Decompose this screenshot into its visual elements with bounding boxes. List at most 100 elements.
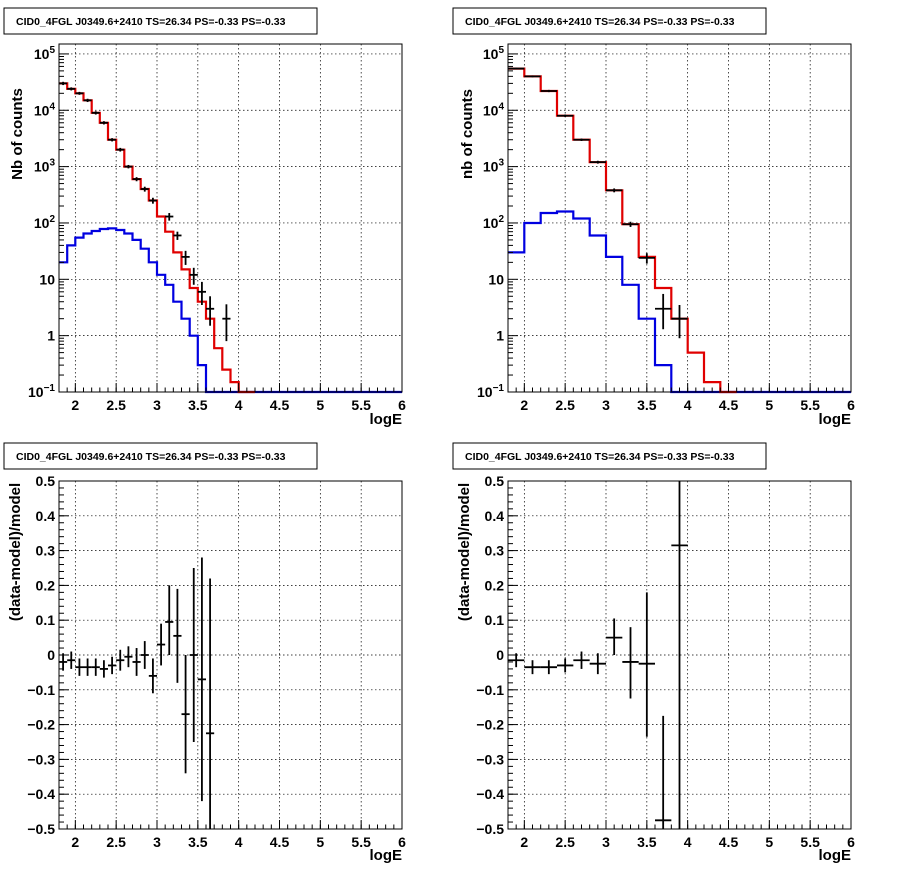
chart-title: CID0_4FGL J0349.6+2410 TS=26.34 PS=-0.33… xyxy=(465,451,735,463)
y-tick-label: −0.5 xyxy=(476,821,504,837)
title-box xyxy=(3,7,318,35)
x-tick-label: 2.5 xyxy=(555,834,575,850)
y-tick-label: 0.5 xyxy=(36,473,56,489)
data-point xyxy=(540,89,557,93)
x-axis-label: logE xyxy=(370,847,403,864)
data-point xyxy=(157,623,166,666)
data-point xyxy=(197,557,206,802)
data-point xyxy=(173,231,182,240)
x-tick-label: 4 xyxy=(235,834,243,850)
y-tick-label: 10 xyxy=(488,271,504,287)
x-tick-label: 3 xyxy=(602,834,610,850)
x-tick-label: 2 xyxy=(520,397,528,413)
x-tick-label: 3 xyxy=(153,397,161,413)
y-tick-label: 104 xyxy=(483,101,505,118)
x-tick-label: 5 xyxy=(316,834,324,850)
data-point xyxy=(638,592,655,737)
model-source-histogram xyxy=(59,227,402,394)
x-tick-label: 3 xyxy=(153,834,161,850)
data-point xyxy=(622,221,639,227)
data-point xyxy=(557,658,574,673)
x-tick-label: 3.5 xyxy=(637,397,657,413)
title-box xyxy=(3,442,318,470)
title-box xyxy=(452,442,767,470)
x-tick-label: 2 xyxy=(71,397,79,413)
y-tick-label: 0.2 xyxy=(485,577,505,593)
data-point xyxy=(67,651,76,669)
x-tick-label: 5 xyxy=(316,397,324,413)
data-point xyxy=(132,177,141,182)
data-point xyxy=(189,568,198,742)
data-point xyxy=(655,715,672,829)
y-tick-label: 0.2 xyxy=(36,577,56,593)
y-tick-label: −0.1 xyxy=(476,682,504,698)
panel-residuals-left: CID0_4FGL J0349.6+2410 TS=26.34 PS=-0.33… xyxy=(3,442,406,864)
y-axis-label: (data-model)/model xyxy=(7,483,24,621)
y-tick-label: 0.3 xyxy=(485,543,505,559)
y-tick-label: 10−1 xyxy=(477,383,504,400)
y-tick-label: 0.1 xyxy=(36,612,56,628)
y-tick-label: −0.4 xyxy=(476,786,504,802)
y-tick-label: 0.5 xyxy=(485,473,505,489)
data-point xyxy=(181,655,190,774)
x-tick-label: 4 xyxy=(235,397,243,413)
model-total-histogram xyxy=(59,82,255,394)
y-tick-label: 105 xyxy=(483,45,505,62)
x-tick-label: 5 xyxy=(765,397,773,413)
x-tick-label: 2.5 xyxy=(106,834,126,850)
y-tick-label: 0 xyxy=(47,647,55,663)
data-point xyxy=(91,111,100,115)
data-point xyxy=(606,618,623,655)
data-point xyxy=(99,121,108,125)
x-tick-label: 4.5 xyxy=(719,834,739,850)
data-point xyxy=(124,164,133,169)
title-box xyxy=(452,7,767,35)
chart-title: CID0_4FGL J0349.6+2410 TS=26.34 PS=-0.33… xyxy=(16,451,286,463)
plot-frame xyxy=(58,43,403,393)
data-point xyxy=(622,627,639,699)
data-point xyxy=(99,660,108,678)
chart-title: CID0_4FGL J0349.6+2410 TS=26.34 PS=-0.33… xyxy=(16,16,286,28)
x-tick-label: 4.5 xyxy=(270,397,290,413)
x-tick-label: 3 xyxy=(602,397,610,413)
y-tick-label: −0.5 xyxy=(27,821,55,837)
y-tick-label: 102 xyxy=(34,214,56,231)
data-point xyxy=(83,98,92,103)
y-tick-label: 104 xyxy=(34,101,56,118)
y-tick-label: 0.4 xyxy=(36,508,56,524)
data-point xyxy=(573,138,590,141)
x-tick-label: 6 xyxy=(847,397,855,413)
x-axis-label: logE xyxy=(819,411,852,428)
data-point xyxy=(67,87,76,91)
y-axis-label: (data-model)/model xyxy=(456,483,473,621)
x-tick-label: 4 xyxy=(684,834,692,850)
y-tick-label: 102 xyxy=(483,214,505,231)
data-point xyxy=(540,660,557,675)
data-point xyxy=(222,304,231,342)
data-point xyxy=(524,75,541,78)
data-point xyxy=(148,197,157,204)
data-point xyxy=(638,253,655,264)
data-point xyxy=(524,660,541,675)
data-point xyxy=(140,641,149,669)
model-total-histogram xyxy=(508,67,737,394)
x-tick-label: 5.5 xyxy=(800,397,820,413)
x-tick-label: 2 xyxy=(71,834,79,850)
data-point xyxy=(116,147,125,152)
data-point xyxy=(91,658,100,676)
data-point xyxy=(589,160,606,164)
data-point xyxy=(116,649,125,671)
data-point xyxy=(108,138,117,142)
x-tick-label: 6 xyxy=(847,834,855,850)
y-tick-label: 1 xyxy=(496,328,504,344)
x-tick-label: 6 xyxy=(398,397,406,413)
y-tick-label: 0.3 xyxy=(36,543,56,559)
data-point xyxy=(165,585,174,655)
x-tick-label: 5.5 xyxy=(351,397,371,413)
y-tick-label: −0.1 xyxy=(27,682,55,698)
data-point xyxy=(508,653,525,668)
data-point xyxy=(671,304,688,339)
data-point xyxy=(148,658,157,694)
x-tick-label: 2 xyxy=(520,834,528,850)
